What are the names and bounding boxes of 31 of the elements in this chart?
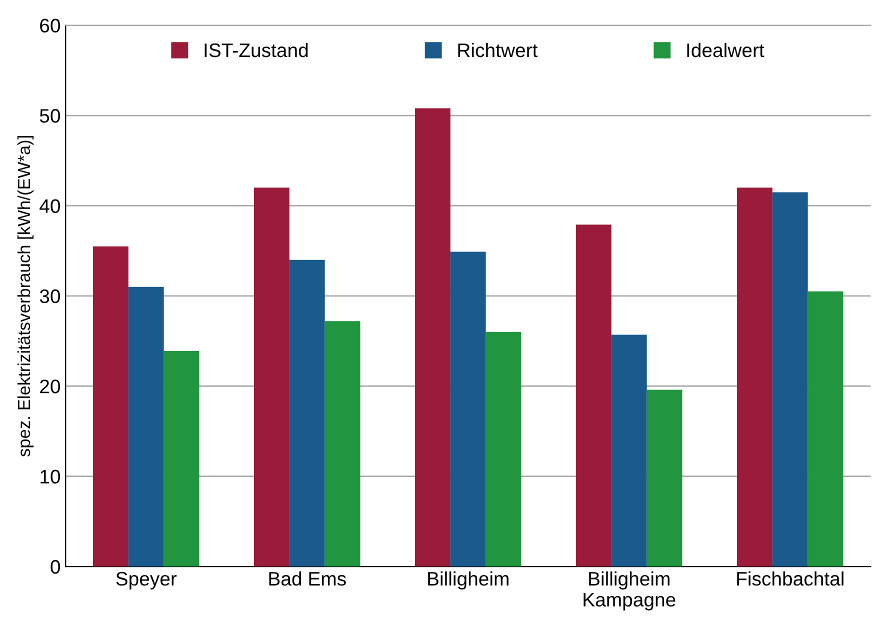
x-tick-label: Billigheim Kampagne [584, 571, 676, 610]
bar [576, 224, 612, 567]
bar [772, 192, 808, 567]
y-tick-label: 20 [40, 380, 60, 394]
y-tick-label: 50 [40, 108, 60, 123]
y-axis-title: spez. Elektrizitätsverbrauch [kWh/(EW*a)] [17, 136, 34, 457]
bar [808, 291, 844, 567]
y-tick-label: 0 [50, 560, 60, 574]
bar [611, 334, 647, 567]
legend-label: Richtwert [458, 42, 538, 58]
y-tick-label: 60 [40, 18, 60, 33]
bar [92, 246, 128, 567]
y-tick-label: 30 [40, 289, 60, 304]
bar [324, 321, 360, 567]
x-tick-label: Speyer [116, 572, 177, 590]
x-tick-label: Billigheim [428, 571, 508, 590]
bar [254, 188, 290, 567]
bar [646, 390, 682, 567]
y-tick-label: 10 [40, 470, 60, 484]
bar [414, 108, 450, 567]
legend-label: IST-Zustand [204, 42, 308, 58]
legend-label: Idealwert [687, 42, 764, 58]
bar [128, 286, 164, 567]
bar [289, 260, 325, 567]
x-tick-label: Fischbachtal [737, 571, 844, 586]
bar [450, 252, 486, 567]
bar [164, 350, 200, 567]
bar [486, 332, 522, 567]
bar [736, 188, 772, 567]
y-tick-label: 40 [40, 199, 60, 213]
x-tick-label: Bad Ems [269, 571, 346, 586]
